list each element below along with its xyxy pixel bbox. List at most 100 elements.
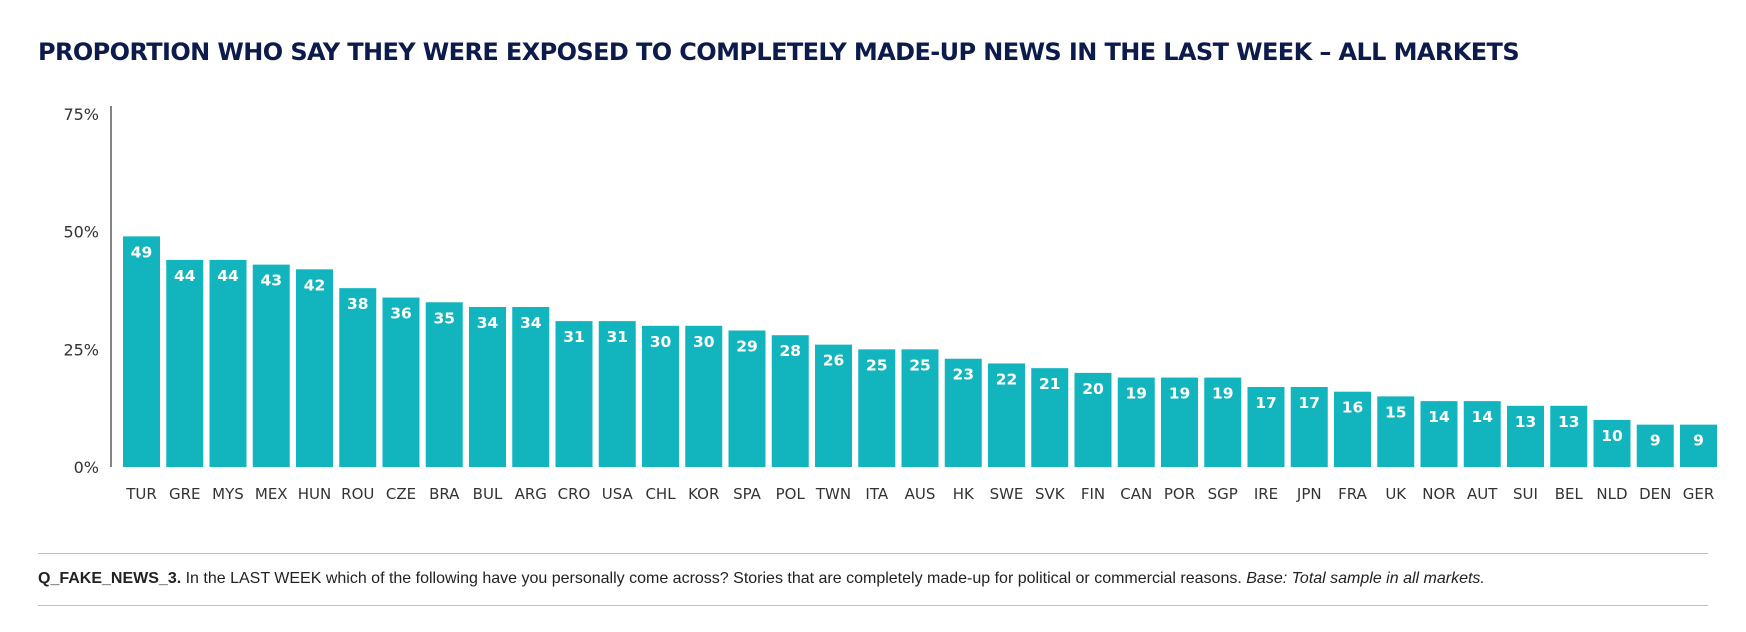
- y-tick-label: 25%: [63, 340, 99, 359]
- x-tick-label: SPA: [733, 485, 762, 503]
- data-label: 36: [390, 305, 412, 323]
- x-tick-label: KOR: [688, 485, 719, 503]
- data-label: 30: [650, 333, 672, 351]
- x-tick-label: USA: [602, 485, 634, 503]
- bar: [1593, 419, 1631, 467]
- data-label: 21: [1039, 375, 1061, 393]
- data-label: 14: [1428, 408, 1450, 426]
- x-tick-label: FIN: [1081, 485, 1105, 503]
- y-axis-ticks: 0% 25% 50% 75%: [63, 105, 99, 477]
- data-label: 19: [1169, 385, 1191, 403]
- bar: [1247, 386, 1285, 467]
- bar: [815, 344, 852, 467]
- chart-title: PROPORTION WHO SAY THEY WERE EXPOSED TO …: [38, 38, 1520, 66]
- data-label: 31: [563, 328, 585, 346]
- bar: [1074, 372, 1112, 467]
- question-text: In the LAST WEEK which of the following …: [181, 570, 1247, 587]
- data-label: 42: [304, 276, 326, 294]
- x-tick-label: MYS: [212, 485, 244, 503]
- footnote: Q_FAKE_NEWS_3. In the LAST WEEK which of…: [38, 570, 1718, 588]
- data-label: 44: [174, 267, 196, 285]
- bar: [771, 335, 809, 467]
- data-label: 17: [1298, 394, 1320, 412]
- x-tick-label: IRE: [1254, 485, 1278, 503]
- x-tick-label: CAN: [1120, 485, 1152, 503]
- x-tick-label: TUR: [125, 485, 157, 503]
- bar: [901, 349, 939, 467]
- x-tick-label: POR: [1164, 485, 1195, 503]
- y-tick-label: 50%: [63, 223, 99, 242]
- bar: [1334, 391, 1371, 467]
- x-tick-label: AUT: [1467, 485, 1498, 503]
- data-label: 13: [1558, 413, 1580, 431]
- bar: [944, 358, 982, 467]
- x-tick-label: TWN: [815, 485, 851, 503]
- bar: [1117, 377, 1155, 467]
- bar: [1290, 386, 1328, 467]
- bar: [425, 302, 463, 467]
- x-tick-label: ITA: [865, 485, 888, 503]
- x-tick-label: SWE: [990, 485, 1024, 503]
- x-tick-label: FRA: [1338, 485, 1367, 503]
- bar: [988, 363, 1025, 467]
- bar: [1161, 377, 1198, 467]
- data-label: 28: [779, 342, 801, 360]
- bar: [123, 236, 160, 467]
- data-label: 34: [477, 314, 499, 332]
- data-label: 30: [693, 333, 715, 351]
- data-label: 9: [1693, 432, 1704, 450]
- bar: [209, 259, 247, 467]
- data-label: 26: [823, 352, 845, 370]
- data-label: 19: [1212, 385, 1234, 403]
- x-tick-label: CHL: [645, 485, 676, 503]
- data-label: 44: [217, 267, 239, 285]
- data-label: 16: [1342, 399, 1364, 417]
- data-label: 43: [260, 272, 282, 290]
- x-tick-label: UK: [1385, 485, 1407, 503]
- base-note: Base: Total sample in all markets.: [1246, 570, 1485, 587]
- x-tick-label: ARG: [515, 485, 547, 503]
- x-tick-label: POL: [776, 485, 806, 503]
- x-tick-label: BUL: [473, 485, 503, 503]
- bar: [1420, 401, 1458, 467]
- footnote-top-rule: [38, 553, 1708, 554]
- x-tick-label: NLD: [1596, 485, 1627, 503]
- data-label: 25: [909, 356, 931, 374]
- x-tick-label: CZE: [386, 485, 416, 503]
- x-tick-label: SGP: [1208, 485, 1238, 503]
- x-tick-label: HK: [953, 485, 975, 503]
- bar: [1204, 377, 1242, 467]
- bar: [252, 264, 290, 467]
- x-tick-label: GRE: [169, 485, 201, 503]
- x-tick-label: ROU: [341, 485, 374, 503]
- data-label: 38: [347, 295, 369, 313]
- data-label: 35: [433, 309, 455, 327]
- data-label: 9: [1650, 432, 1661, 450]
- data-label: 22: [996, 370, 1018, 388]
- x-tick-label: SUI: [1513, 485, 1538, 503]
- bar: [382, 297, 420, 467]
- x-tick-label: BEL: [1555, 485, 1584, 503]
- data-label: 20: [1082, 380, 1104, 398]
- x-tick-label: GER: [1683, 485, 1715, 503]
- bar: [1377, 396, 1415, 467]
- y-tick-label: 75%: [63, 105, 99, 124]
- bar: [728, 330, 766, 467]
- x-tick-label: CRO: [558, 485, 591, 503]
- data-label: 15: [1385, 403, 1407, 421]
- bar: [642, 325, 679, 467]
- bar: [1031, 368, 1069, 467]
- bar-chart: 0% 25% 50% 75% 49 44 44 43 42 38 36 35 34 34 31 31 30 30…: [63, 105, 1717, 503]
- bar: [555, 321, 593, 467]
- bar: [1550, 405, 1588, 467]
- data-label: 29: [736, 338, 758, 356]
- x-tick-label: AUS: [905, 485, 936, 503]
- bar: [1463, 401, 1501, 467]
- data-label: 19: [1125, 385, 1147, 403]
- bar: [512, 306, 550, 467]
- data-label: 17: [1255, 394, 1277, 412]
- x-tick-label: HUN: [298, 485, 331, 503]
- x-tick-label: DEN: [1639, 485, 1671, 503]
- category-labels: TUR GRE MYS MEX HUN ROU CZE BRA BUL ARG CRO USA CHL K…: [125, 485, 1714, 503]
- x-tick-label: MEX: [255, 485, 288, 503]
